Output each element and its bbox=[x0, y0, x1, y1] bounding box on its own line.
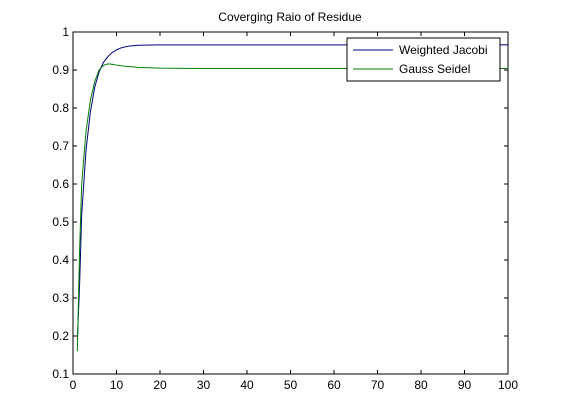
axes-box bbox=[72, 31, 509, 375]
y-tick-label: 0.3 bbox=[52, 291, 69, 305]
y-tick-label: 0.1 bbox=[52, 367, 69, 381]
x-tick-label: 80 bbox=[414, 378, 428, 392]
y-tick-label: 0.6 bbox=[52, 177, 69, 191]
y-tick-label: 1 bbox=[62, 25, 69, 39]
y-tick-label: 0.7 bbox=[52, 139, 69, 153]
x-tick-label: 90 bbox=[458, 378, 472, 392]
x-tick-label: 100 bbox=[498, 378, 518, 392]
x-tick-label: 30 bbox=[197, 378, 211, 392]
x-tick-label: 60 bbox=[327, 378, 341, 392]
legend-box bbox=[346, 37, 501, 82]
x-tick-label: 10 bbox=[110, 378, 124, 392]
plot-area: 0 10 20 30 40 50 60 70 80 90 100 0.1 0.2 0.3 0.4 0.5 0.6… bbox=[52, 25, 518, 392]
x-tick-label: 70 bbox=[371, 378, 385, 392]
x-tick-label: 20 bbox=[153, 378, 167, 392]
series-line-weighted-jacobi bbox=[76, 44, 508, 340]
x-tick-label: 50 bbox=[284, 378, 298, 392]
y-tick-label: 0.9 bbox=[52, 63, 69, 77]
legend: Weighted Jacobi Gauss Seidel bbox=[346, 37, 501, 82]
y-tick-label: 0.5 bbox=[52, 215, 69, 229]
y-tick-label: 0.8 bbox=[52, 101, 69, 115]
legend-label: Weighted Jacobi bbox=[399, 43, 488, 57]
y-tick-label: 0.2 bbox=[52, 329, 69, 343]
legend-label: Gauss Seidel bbox=[399, 62, 470, 76]
y-tick-label: 0.4 bbox=[52, 253, 69, 267]
x-tick-label: 40 bbox=[240, 378, 254, 392]
chart-title: Coverging Raio of Residue bbox=[218, 10, 362, 24]
x-tick-label: 0 bbox=[70, 378, 77, 392]
